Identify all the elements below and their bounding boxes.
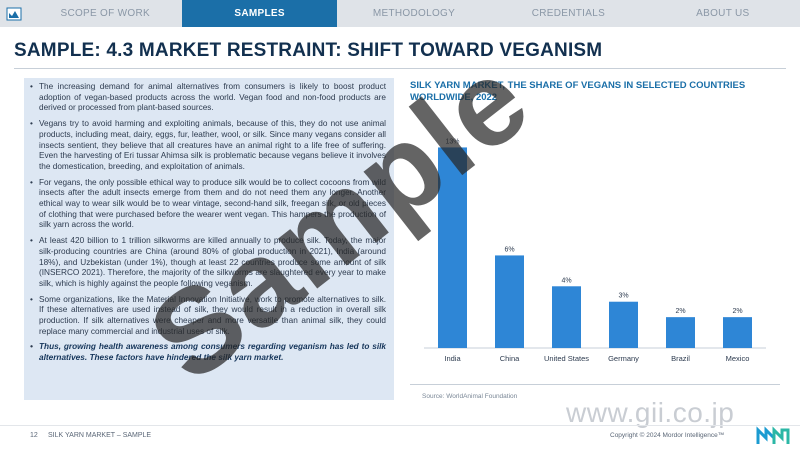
bar-germany xyxy=(609,301,638,348)
data-label: 3% xyxy=(618,293,628,300)
title-divider xyxy=(14,68,786,69)
tab-methodology[interactable]: METHODOLOGY xyxy=(372,8,456,19)
bar-chart: 13% India 6% China 4% United States 3% Germany 2… xyxy=(424,138,766,363)
copyright-text: Copyright © 2024 Mordor Intelligence™ xyxy=(610,432,725,439)
top-nav: SCOPE OF WORK SAMPLES METHODOLOGY CREDEN… xyxy=(0,0,800,27)
bullet-item: At least 420 billion to 1 trillion silkw… xyxy=(30,236,386,290)
data-label: 2% xyxy=(675,308,685,315)
bar-india xyxy=(438,147,467,348)
data-label: 13% xyxy=(445,138,459,145)
bar-brazil xyxy=(666,317,695,348)
x-tick-label: Germany xyxy=(608,354,639,363)
bullet-item: For vegans, the only possible ethical wa… xyxy=(30,178,386,232)
conclusion-bullet: Thus, growing health awareness among con… xyxy=(30,342,386,363)
x-tick-label: United States xyxy=(544,354,589,363)
page-number: 12 xyxy=(30,432,38,439)
company-logo-icon[interactable] xyxy=(0,0,28,27)
bullet-item: Some organizations, like the Material In… xyxy=(30,295,386,338)
mordor-logo-icon xyxy=(756,426,790,444)
bar-china xyxy=(495,255,524,348)
website-watermark: www.gii.co.jp xyxy=(566,397,735,428)
tab-scope-of-work[interactable]: SCOPE OF WORK xyxy=(60,8,150,19)
data-label: 6% xyxy=(504,246,514,253)
x-tick-label: China xyxy=(500,354,520,363)
bar-united-states xyxy=(552,286,581,348)
bullet-item: The increasing demand for animal alterna… xyxy=(30,82,386,114)
x-tick-label: Mexico xyxy=(726,354,750,363)
bullet-list: The increasing demand for animal alterna… xyxy=(30,82,386,364)
bar-mexico xyxy=(723,317,752,348)
data-label: 4% xyxy=(561,277,571,284)
bullet-item: Vegans try to avoid harming and exploiti… xyxy=(30,119,386,173)
text-panel: The increasing demand for animal alterna… xyxy=(24,78,394,400)
source-divider xyxy=(410,384,780,385)
chart-title: SILK YARN MARKET, THE SHARE OF VEGANS IN… xyxy=(410,80,746,103)
x-tick-label: India xyxy=(444,354,461,363)
data-label: 2% xyxy=(732,308,742,315)
x-tick-label: Brazil xyxy=(671,354,690,363)
tab-samples[interactable]: SAMPLES xyxy=(182,0,337,27)
footer-divider xyxy=(0,425,800,426)
page-title: SAMPLE: 4.3 MARKET RESTRAINT: SHIFT TOWA… xyxy=(14,40,603,61)
tab-credentials[interactable]: CREDENTIALS xyxy=(531,8,606,19)
footer-label: SILK YARN MARKET – SAMPLE xyxy=(48,432,152,439)
chart-source: Source: WorldAnimal Foundation xyxy=(422,393,518,400)
tab-about-us[interactable]: ABOUT US xyxy=(696,8,750,19)
